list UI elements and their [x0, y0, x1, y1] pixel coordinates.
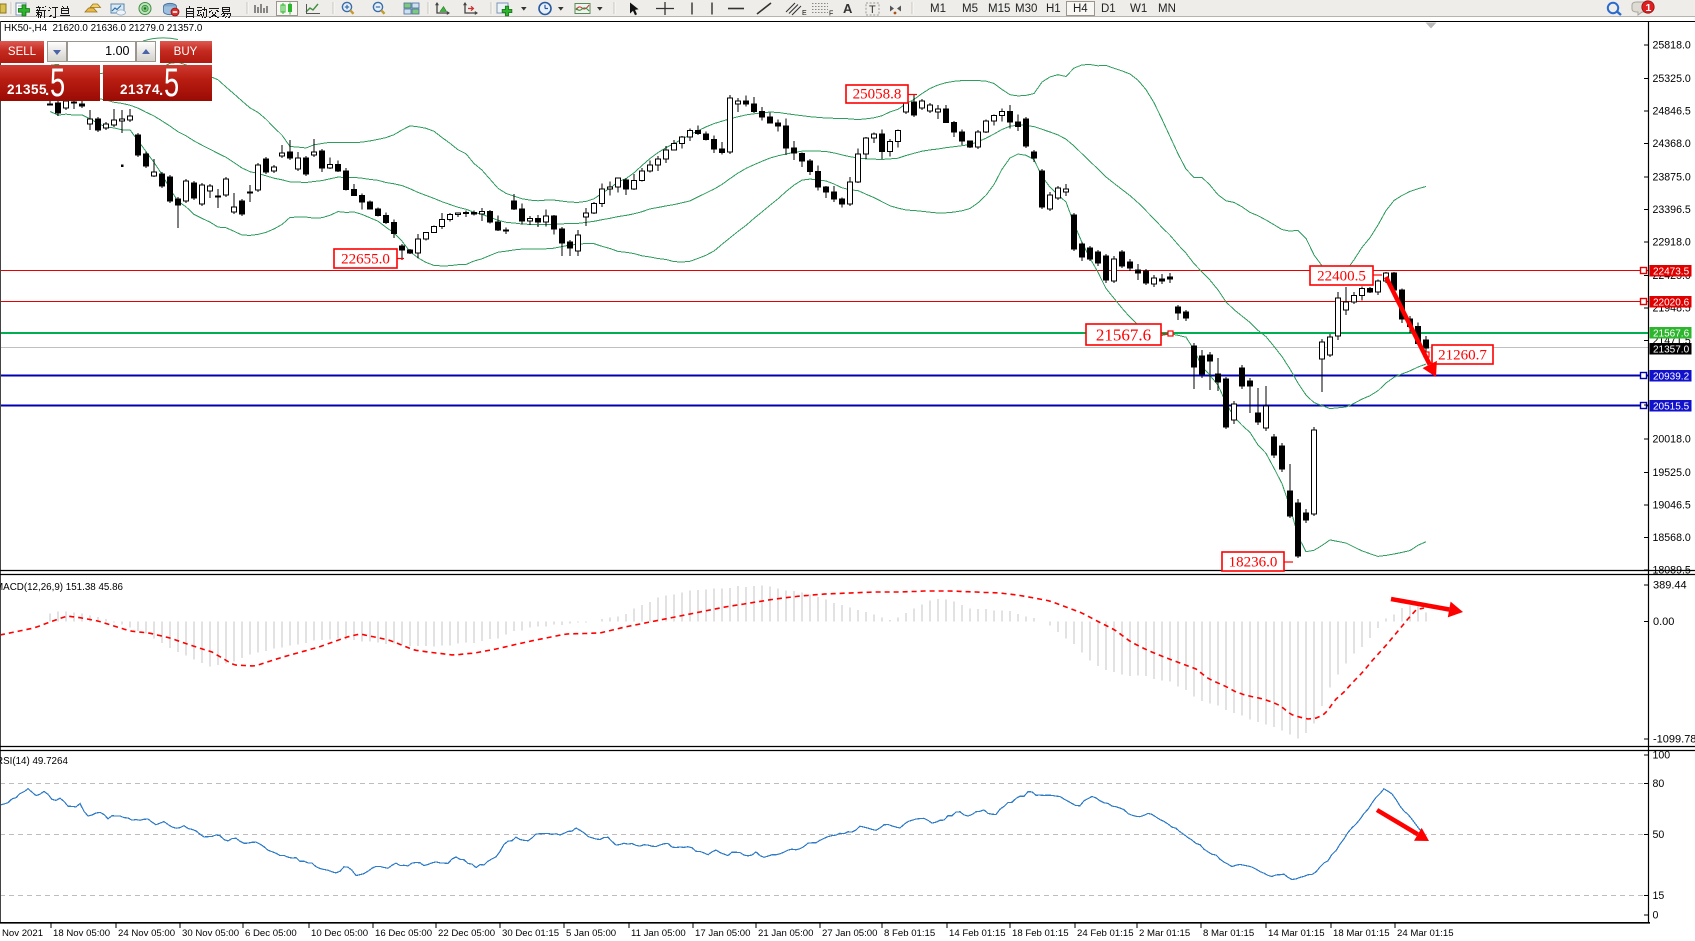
svg-text:22473.5: 22473.5	[1653, 266, 1690, 277]
svg-text:HK50-,H4 21620.0 21636.0 2127: HK50-,H4 21620.0 21636.0 21279.0 21357.0	[4, 23, 203, 34]
svg-text:18 Mar 01:15: 18 Mar 01:15	[1333, 928, 1390, 939]
svg-text:RSI(14) 49.7264: RSI(14) 49.7264	[0, 756, 68, 767]
svg-text:W1: W1	[1130, 3, 1147, 15]
svg-text:20939.2: 20939.2	[1653, 371, 1690, 382]
svg-text:30 Dec 01:15: 30 Dec 01:15	[502, 928, 559, 939]
svg-text:389.44: 389.44	[1653, 580, 1687, 592]
svg-text:6 Dec 05:00: 6 Dec 05:00	[245, 928, 297, 939]
svg-text:50: 50	[1653, 829, 1665, 841]
svg-text:18 Nov 05:00: 18 Nov 05:00	[53, 928, 110, 939]
svg-text:8 Mar 01:15: 8 Mar 01:15	[1203, 928, 1254, 939]
svg-text:M30: M30	[1015, 3, 1037, 15]
svg-text:18089.5: 18089.5	[1653, 565, 1691, 577]
svg-text:19046.5: 19046.5	[1653, 500, 1691, 512]
svg-text:M1: M1	[930, 3, 946, 15]
svg-text:24 Nov 05:00: 24 Nov 05:00	[118, 928, 175, 939]
svg-text:20018.0: 20018.0	[1653, 434, 1691, 446]
svg-text:MACD(12,26,9) 151.38 45.86: MACD(12,26,9) 151.38 45.86	[0, 582, 124, 593]
svg-text:M15: M15	[988, 3, 1010, 15]
svg-text:14 Mar 01:15: 14 Mar 01:15	[1268, 928, 1325, 939]
svg-text:21567.6: 21567.6	[1653, 328, 1690, 339]
svg-text:24846.5: 24846.5	[1653, 106, 1691, 118]
svg-text:24 Feb 01:15: 24 Feb 01:15	[1077, 928, 1134, 939]
svg-text:22020.6: 22020.6	[1653, 297, 1690, 308]
svg-text:27 Jan 05:00: 27 Jan 05:00	[822, 928, 877, 939]
svg-text:M5: M5	[962, 3, 978, 15]
svg-text:D1: D1	[1101, 3, 1116, 15]
svg-text:25325.0: 25325.0	[1653, 73, 1691, 85]
svg-text:23396.5: 23396.5	[1653, 204, 1691, 216]
svg-text:T: T	[869, 4, 876, 16]
svg-text:2 Mar 01:15: 2 Mar 01:15	[1139, 928, 1190, 939]
svg-text:22918.0: 22918.0	[1653, 237, 1691, 249]
svg-text:16 Dec 05:00: 16 Dec 05:00	[375, 928, 432, 939]
svg-text:22 Dec 05:00: 22 Dec 05:00	[438, 928, 495, 939]
svg-text:24368.0: 24368.0	[1653, 138, 1691, 150]
svg-text:17 Jan 05:00: 17 Jan 05:00	[695, 928, 750, 939]
svg-text:19525.0: 19525.0	[1653, 467, 1691, 479]
svg-text:23875.0: 23875.0	[1653, 172, 1691, 184]
svg-text:21357.0: 21357.0	[1653, 344, 1690, 355]
svg-text:-1099.78: -1099.78	[1653, 734, 1695, 746]
svg-text:100: 100	[1653, 750, 1671, 762]
svg-text:Nov 2021: Nov 2021	[2, 928, 43, 939]
svg-text:A: A	[843, 1, 853, 16]
svg-text:30 Nov 05:00: 30 Nov 05:00	[182, 928, 239, 939]
svg-text:20515.5: 20515.5	[1653, 401, 1690, 412]
svg-text:80: 80	[1653, 778, 1665, 790]
svg-text:14 Feb 01:15: 14 Feb 01:15	[949, 928, 1006, 939]
svg-text:F: F	[829, 11, 833, 18]
svg-text:18 Feb 01:15: 18 Feb 01:15	[1012, 928, 1069, 939]
svg-text:H4: H4	[1073, 3, 1088, 15]
svg-text:18568.0: 18568.0	[1653, 532, 1691, 544]
svg-text:5 Jan 05:00: 5 Jan 05:00	[566, 928, 616, 939]
svg-text:8 Feb 01:15: 8 Feb 01:15	[884, 928, 935, 939]
svg-text:0.00: 0.00	[1653, 616, 1674, 628]
svg-text:24 Mar 01:15: 24 Mar 01:15	[1397, 928, 1454, 939]
svg-text:25818.0: 25818.0	[1653, 40, 1691, 52]
svg-text:E: E	[802, 10, 807, 17]
svg-text:11 Jan 05:00: 11 Jan 05:00	[631, 928, 686, 939]
svg-text:10 Dec 05:00: 10 Dec 05:00	[311, 928, 368, 939]
svg-text:H1: H1	[1046, 3, 1061, 15]
svg-text:15: 15	[1653, 890, 1665, 902]
svg-text:21 Jan 05:00: 21 Jan 05:00	[758, 928, 813, 939]
svg-text:MN: MN	[1158, 3, 1176, 15]
svg-text:0: 0	[1653, 910, 1659, 922]
svg-text:1: 1	[1646, 2, 1652, 14]
